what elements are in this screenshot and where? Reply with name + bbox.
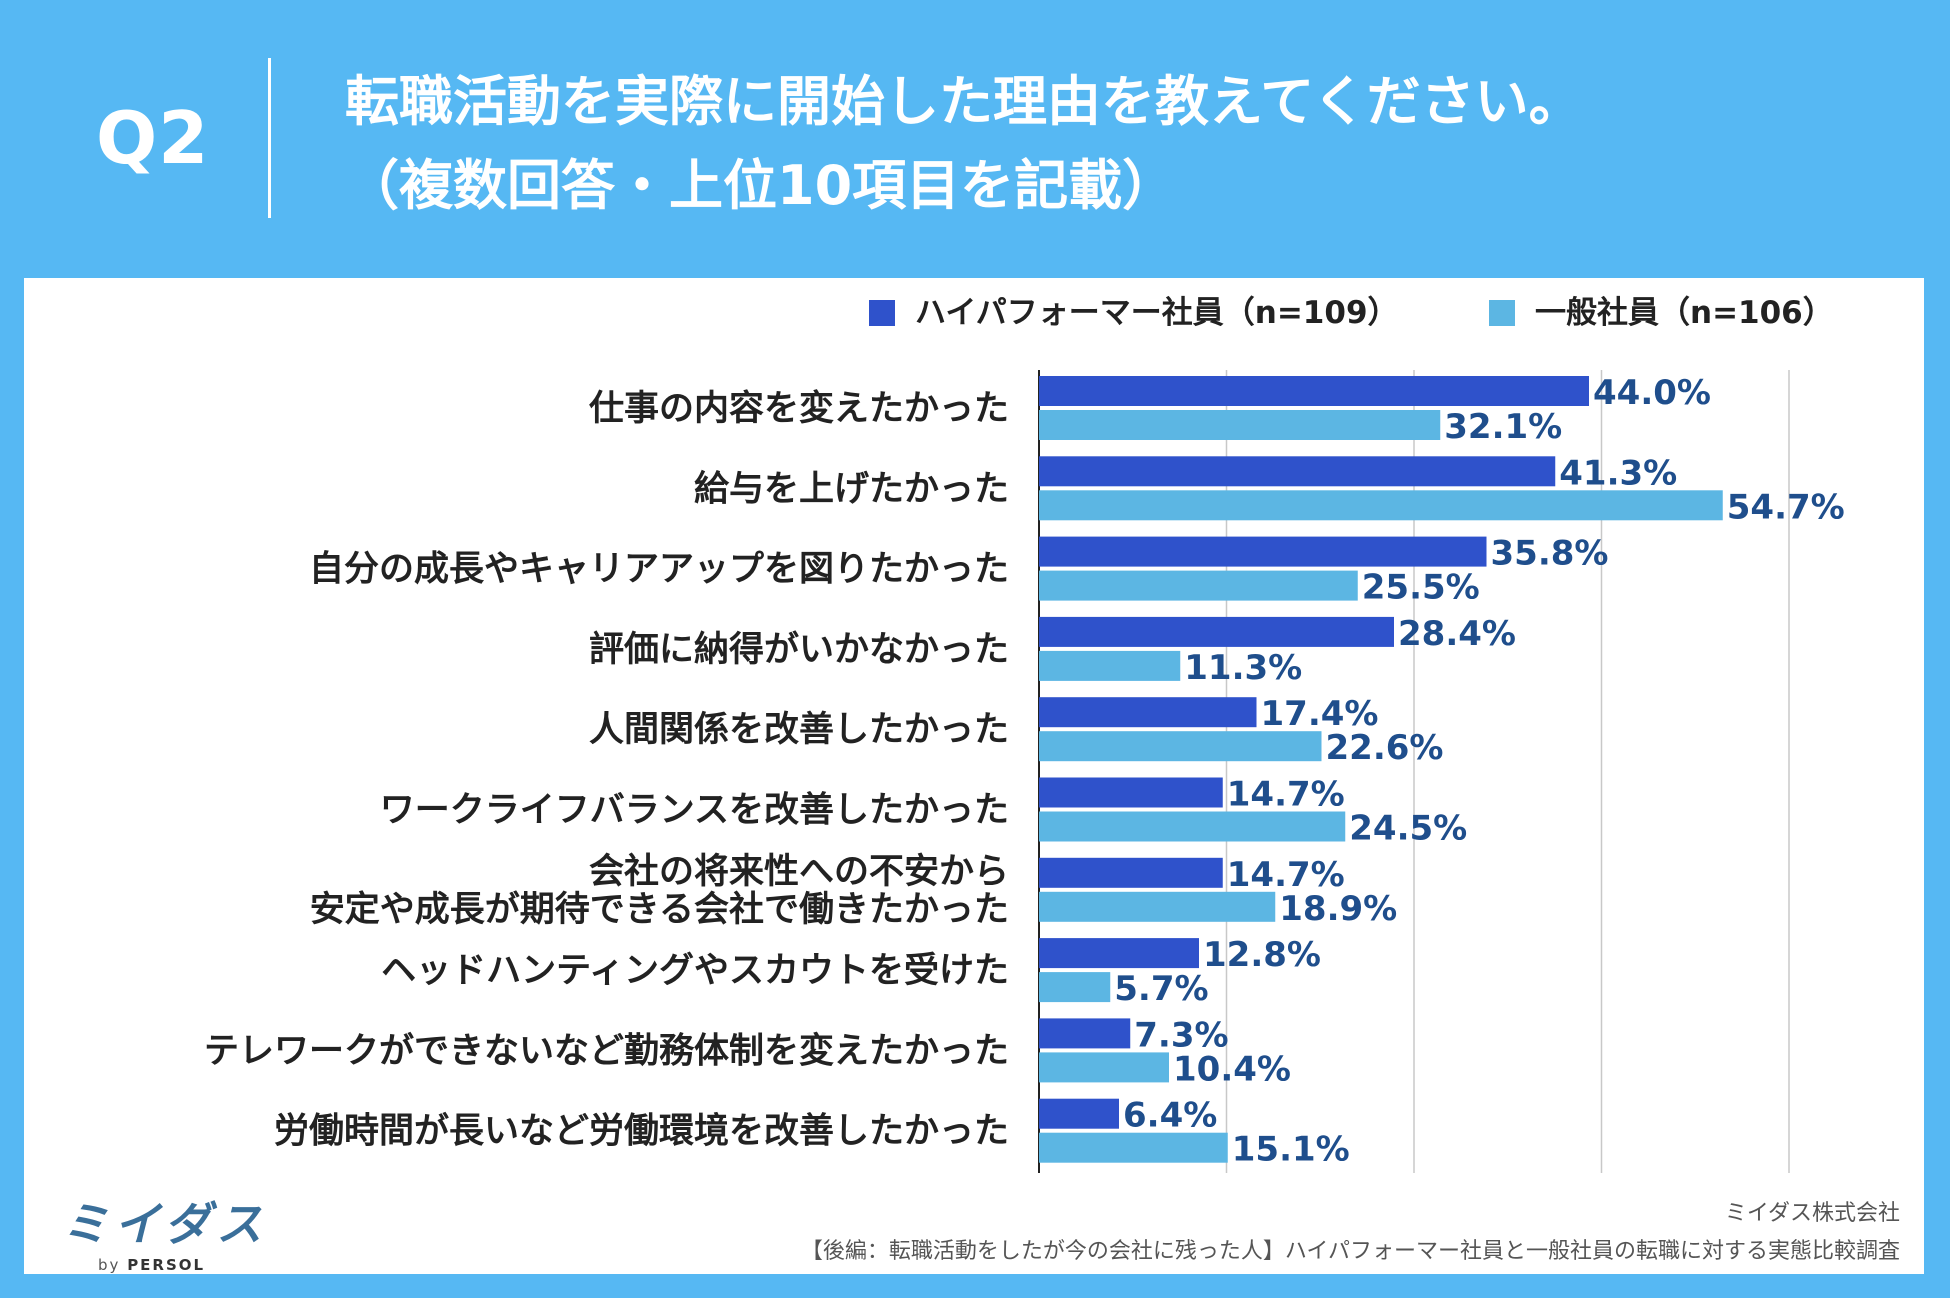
data-label: 54.7%	[1727, 487, 1845, 527]
category-label: 自分の成長やキャリアアップを図りたかった	[309, 550, 1009, 590]
bar	[1039, 1132, 1228, 1163]
category-label: テレワークができないなど勤務体制を変えたかった	[204, 1030, 1009, 1071]
bar	[1039, 490, 1723, 521]
bar	[1039, 1052, 1169, 1083]
data-label: 17.4%	[1261, 694, 1379, 734]
data-label: 32.1%	[1444, 407, 1562, 447]
company-name: ミイダス株式会社	[1724, 1201, 1900, 1226]
question-title-line1: 転職活動を実際に開始した理由を教えてください。	[345, 70, 1583, 133]
data-label: 7.3%	[1134, 1015, 1228, 1055]
legend-label: 一般社員（n=106）	[1535, 295, 1834, 331]
data-label: 35.8%	[1491, 534, 1609, 574]
legend-swatch	[869, 300, 895, 326]
bar	[1039, 777, 1223, 808]
bar	[1039, 938, 1199, 969]
bar	[1039, 616, 1394, 647]
data-label: 24.5%	[1349, 809, 1467, 849]
logo-by: by	[98, 1256, 121, 1274]
bar	[1039, 570, 1358, 601]
bar	[1039, 536, 1487, 567]
bar	[1039, 1098, 1119, 1129]
bar-chart: ハイパフォーマー社員（n=109） 一般社員（n=106） 仕事の内容を変えたかった…	[204, 295, 1845, 1173]
logo-text: ミイダス	[62, 1197, 269, 1251]
credit-block: ミイダス株式会社 【後編：転職活動をしたが今の会社に残った人】ハイパフォーマー社…	[801, 1195, 1900, 1271]
bar	[1039, 650, 1181, 681]
data-label: 28.4%	[1398, 614, 1516, 654]
category-label: ワークライフバランスを改善したかった	[380, 791, 1009, 831]
legend-swatch	[1489, 300, 1515, 326]
bar	[1039, 410, 1441, 440]
header-divider	[268, 58, 271, 218]
question-title-line2: （複数回答・上位10項目を記載）	[345, 154, 1177, 217]
miidas-logo: ミイダス by PERSOL	[62, 1188, 268, 1274]
legend-label: ハイパフォーマー社員（n=109）	[915, 295, 1399, 331]
question-title: 転職活動を実際に開始した理由を教えてください。 （複数回答・上位10項目を記載）	[345, 60, 1583, 228]
bar	[1039, 1018, 1131, 1049]
category-label: 人間関係を改善したかった	[589, 710, 1009, 750]
data-label: 25.5%	[1362, 568, 1480, 608]
bar	[1039, 456, 1556, 487]
data-label: 18.9%	[1279, 889, 1397, 929]
chart-panel: ハイパフォーマー社員（n=109） 一般社員（n=106） 仕事の内容を変えたかった…	[24, 278, 1924, 1274]
question-number: Q2	[96, 96, 210, 180]
category-label: 給与を上げたかった	[694, 469, 1009, 509]
bar	[1039, 857, 1223, 888]
category-label: ヘッドハンティングやスカウトを受けた	[381, 951, 1009, 991]
data-label: 22.6%	[1326, 728, 1444, 768]
data-label: 44.0%	[1593, 373, 1711, 413]
data-label: 12.8%	[1203, 935, 1321, 975]
bar	[1039, 891, 1276, 922]
bar	[1039, 697, 1257, 728]
category-label: 労働時間が長いなど労働環境を改善したかった	[274, 1112, 1009, 1152]
bar	[1039, 811, 1346, 842]
data-label: 11.3%	[1184, 648, 1302, 688]
category-label: 会社の将来性への不安から	[589, 852, 1009, 892]
data-label: 14.7%	[1227, 775, 1345, 815]
data-label: 14.7%	[1227, 855, 1345, 895]
data-label: 10.4%	[1173, 1049, 1291, 1089]
logo-subtext: by PERSOL	[98, 1256, 268, 1274]
category-label: 仕事の内容を変えたかった	[589, 388, 1009, 429]
survey-name: 【後編：転職活動をしたが今の会社に残った人】ハイパフォーマー社員と一般社員の転職…	[800, 1239, 1900, 1264]
bar	[1039, 376, 1589, 406]
data-label: 5.7%	[1114, 969, 1208, 1009]
logo-brand: PERSOL	[127, 1256, 206, 1274]
data-label: 41.3%	[1559, 453, 1677, 493]
bar	[1039, 731, 1322, 762]
data-label: 15.1%	[1232, 1130, 1350, 1170]
data-label: 6.4%	[1123, 1096, 1217, 1136]
bar	[1039, 972, 1111, 1003]
category-label: 安定や成長が期待できる会社で働きたかった	[310, 890, 1009, 930]
category-label: 評価に納得がいかなかった	[589, 630, 1009, 670]
